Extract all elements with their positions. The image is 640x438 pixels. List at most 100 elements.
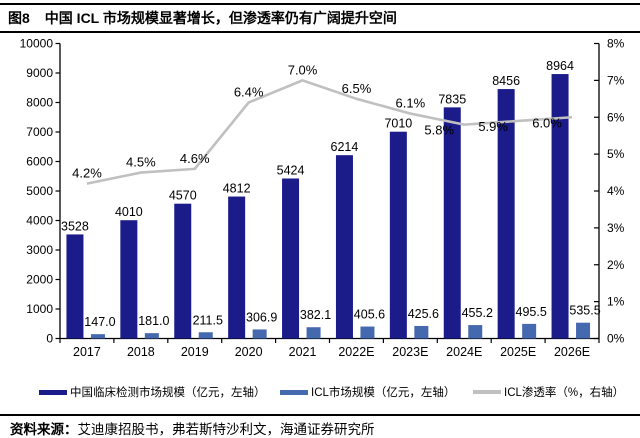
left-axis-label: 7000 [26,125,53,139]
bar-light-value-label: 147.0 [84,315,115,329]
left-axis-label: 9000 [26,66,53,80]
penetration-point-label: 6.0% [532,115,562,130]
left-axis-label: 5000 [26,184,53,198]
bar-dark-value-label: 5424 [277,163,305,177]
x-axis-label: 2021 [289,345,317,359]
left-axis-label: 2000 [26,273,53,287]
bar-light-value-label: 382.1 [300,308,331,322]
gray-line-swatch-icon [473,390,501,394]
left-axis-label: 0 [46,332,53,346]
dark-bar-swatch-icon [39,389,67,395]
source-note: 资料来源：艾迪康招股书，弗若斯特沙利文，海通证券研究所 [10,418,630,438]
right-axis-label: 4% [607,184,625,198]
right-axis-label: 8% [607,38,625,51]
penetration-point-label: 6.4% [234,85,264,100]
bar-light-2023E [414,325,429,339]
bar-dark-value-label: 8456 [492,74,520,88]
bar-dark-value-label: 4010 [115,205,143,219]
penetration-trend-line [86,79,573,185]
bar-light-2019 [198,332,213,339]
bar-dark-2017 [66,234,84,339]
bar-light-value-label: 455.2 [462,306,493,320]
bar-dark-value-label: 7010 [384,117,412,131]
x-axis-label: 2026E [554,345,590,359]
right-axis-label: 1% [607,295,625,309]
bar-light-2021 [306,327,321,339]
right-axis-label: 2% [607,258,625,272]
right-axis-label: 5% [607,147,625,161]
bar-dark-2023E [389,131,407,339]
chart-legend: 中国临床检测市场规模（亿元，左轴） ICL市场规模（亿元，左轴） ICL渗透率（… [0,384,640,404]
x-axis-label: 2023E [392,345,428,359]
bar-light-value-label: 211.5 [193,313,223,327]
x-axis-label: 2020 [235,345,263,359]
x-axis-label: 2017 [73,345,101,359]
right-axis-label: 7% [607,73,625,87]
blue-bar-swatch-icon [280,389,308,395]
title-bottom-rule [0,31,640,33]
bar-light-value-label: 495.5 [516,305,547,319]
bar-dark-2018 [120,220,138,339]
x-axis-label: 2018 [127,345,155,359]
penetration-point-label: 6.5% [342,81,372,96]
x-axis-label: 2024E [446,345,482,359]
legend-item-icl-penetration: ICL渗透率（%，右轴） [473,384,624,400]
right-axis-label: 6% [607,110,625,124]
bar-light-2025E [522,323,537,339]
penetration-point-label: 6.1% [396,96,426,111]
bar-dark-2020 [228,196,246,339]
bar-light-value-label: 405.6 [354,308,385,322]
bar-dark-value-label: 4570 [169,189,197,203]
bar-light-2022E [360,326,375,339]
bar-dark-2025E [497,89,515,339]
penetration-point-label: 5.8% [424,123,454,138]
left-axis-label: 6000 [26,155,53,169]
bar-dark-2021 [282,178,300,339]
left-axis-label: 1000 [26,302,53,316]
left-axis-label: 3000 [26,243,53,257]
x-axis-label: 2025E [500,345,536,359]
bar-light-2018 [144,333,159,339]
bar-dark-2022E [335,155,353,339]
right-axis-label: 3% [607,221,625,235]
source-text: 艾迪康招股书，弗若斯特沙利文，海通证券研究所 [77,422,375,438]
source-label: 资料来源： [10,422,78,438]
x-axis-label: 2019 [181,345,209,359]
legend-item-icl-market: ICL市场规模（亿元，左轴） [280,384,455,400]
legend-label-icl-penetration: ICL渗透率（%，右轴） [504,387,625,399]
figure-title: 图8 中国 ICL 市场规模显著增长，但渗透率仍有广阔提升空间 [8,8,632,28]
left-axis-label: 8000 [26,96,53,110]
left-axis-label: 4000 [26,214,53,228]
left-axis-label: 10000 [20,38,54,51]
penetration-point-label: 4.6% [180,151,210,166]
bar-light-2026E [576,322,591,339]
penetration-point-label: 7.0% [288,62,318,77]
legend-label-icl-market: ICL市场规模（亿元，左轴） [311,387,456,399]
bar-light-2020 [252,329,267,339]
source-top-rule [0,414,640,416]
bar-dark-value-label: 8964 [546,59,574,73]
bar-light-value-label: 535.5 [569,304,600,318]
bar-dark-value-label: 7835 [438,92,466,106]
bar-dark-2019 [174,203,192,339]
penetration-point-label: 4.2% [72,166,102,181]
bar-dark-value-label: 4812 [223,182,251,196]
title-top-rule [0,3,640,5]
penetration-point-label: 5.9% [478,119,508,134]
x-axis-label: 2022E [338,345,374,359]
right-axis-label: 0% [607,332,625,346]
figure-title-text: 中国 ICL 市场规模显著增长，但渗透率仍有广阔提升空间 [44,10,397,26]
bar-light-2017 [90,334,105,339]
legend-label-clinical-market: 中国临床检测市场规模（亿元，左轴） [70,387,266,399]
bar-light-value-label: 306.9 [246,310,277,324]
combo-chart: 0 1000 2000 3000 4000 5000 6000 7000 8000 9000 100… [20,38,625,359]
penetration-point-label: 4.5% [126,155,156,170]
figure-number: 图8 [8,10,30,26]
legend-item-clinical-market: 中国临床检测市场规模（亿元，左轴） [39,384,266,400]
bar-dark-2024E [443,107,461,339]
bar-light-value-label: 181.0 [138,314,169,328]
bar-light-value-label: 425.6 [408,307,439,321]
bar-dark-2026E [551,74,569,339]
bar-dark-value-label: 3528 [61,219,89,233]
